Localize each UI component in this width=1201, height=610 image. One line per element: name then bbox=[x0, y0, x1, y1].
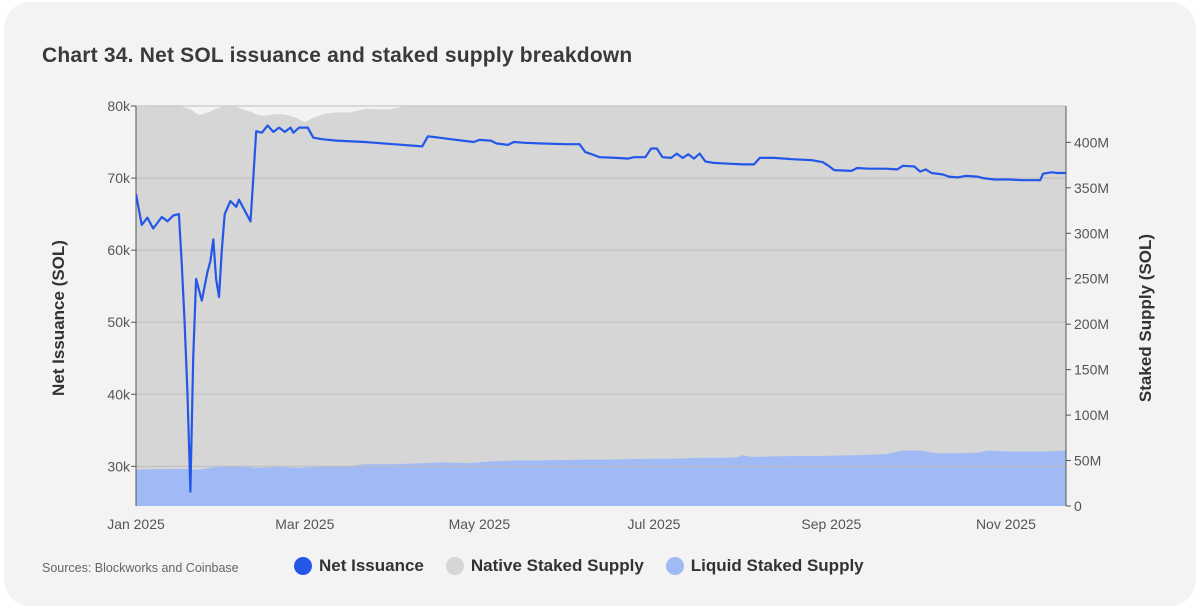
right-tick-labels: 0 50M 100M 150M 200M 250M 300M 350M 400M bbox=[1066, 134, 1109, 514]
x-tick-label: Nov 2025 bbox=[976, 516, 1036, 532]
source-note: Sources: Blockworks and Coinbase bbox=[42, 561, 239, 575]
x-tick-label: Mar 2025 bbox=[275, 516, 334, 532]
right-axis-title: Staked Supply (SOL) bbox=[1136, 234, 1155, 402]
left-tick-label: 80k bbox=[107, 98, 131, 114]
legend: Net Issuance Native Staked Supply Liquid… bbox=[294, 556, 886, 576]
native-staked-area bbox=[136, 106, 1066, 506]
legend-swatch-net-issuance bbox=[294, 557, 312, 575]
right-tick-label: 400M bbox=[1074, 134, 1109, 150]
x-tick-label: Sep 2025 bbox=[801, 516, 861, 532]
line-layer bbox=[136, 124, 1066, 493]
legend-swatch-native-staked bbox=[445, 557, 464, 575]
right-tick-label: 300M bbox=[1074, 225, 1109, 241]
left-tick-label: 40k bbox=[107, 386, 131, 402]
left-tick-labels: 30k 40k 50k 60k 70k 80k bbox=[107, 98, 136, 474]
legend-item-net-issuance[interactable]: Net Issuance bbox=[294, 556, 424, 576]
area-layer bbox=[136, 106, 1066, 506]
legend-label-liquid-staked: Liquid Staked Supply bbox=[690, 556, 864, 575]
x-tick-labels: Jan 2025 Mar 2025 May 2025 Jul 2025 Sep 2025… bbox=[107, 516, 1036, 532]
net-issuance-line bbox=[136, 124, 1066, 493]
legend-item-liquid-staked[interactable]: Liquid Staked Supply bbox=[665, 556, 864, 576]
chart-title: Chart 34. Net SOL issuance and staked su… bbox=[42, 44, 633, 67]
right-tick-label: 100M bbox=[1074, 407, 1109, 423]
left-tick-label: 30k bbox=[107, 458, 131, 474]
left-tick-label: 50k bbox=[107, 314, 131, 330]
right-tick-label: 0 bbox=[1074, 498, 1082, 514]
right-tick-label: 350M bbox=[1074, 180, 1109, 196]
x-tick-label: Jan 2025 bbox=[107, 516, 165, 532]
right-tick-label: 250M bbox=[1074, 271, 1109, 287]
legend-label-net-issuance: Net Issuance bbox=[319, 556, 424, 575]
right-tick-label: 200M bbox=[1074, 316, 1109, 332]
left-tick-label: 60k bbox=[107, 242, 131, 258]
left-tick-label: 70k bbox=[107, 170, 131, 186]
right-tick-label: 50M bbox=[1074, 453, 1101, 469]
legend-item-native-staked[interactable]: Native Staked Supply bbox=[445, 556, 644, 576]
x-tick-label: Jul 2025 bbox=[627, 516, 680, 532]
gridlines bbox=[136, 105, 1066, 467]
left-axis-title: Net Issuance (SOL) bbox=[49, 240, 68, 396]
right-tick-label: 150M bbox=[1074, 362, 1109, 378]
legend-label-native-staked: Native Staked Supply bbox=[470, 556, 644, 575]
legend-swatch-liquid-staked bbox=[665, 557, 684, 575]
x-tick-label: May 2025 bbox=[449, 516, 511, 532]
liquid-staked-area bbox=[136, 450, 1066, 506]
